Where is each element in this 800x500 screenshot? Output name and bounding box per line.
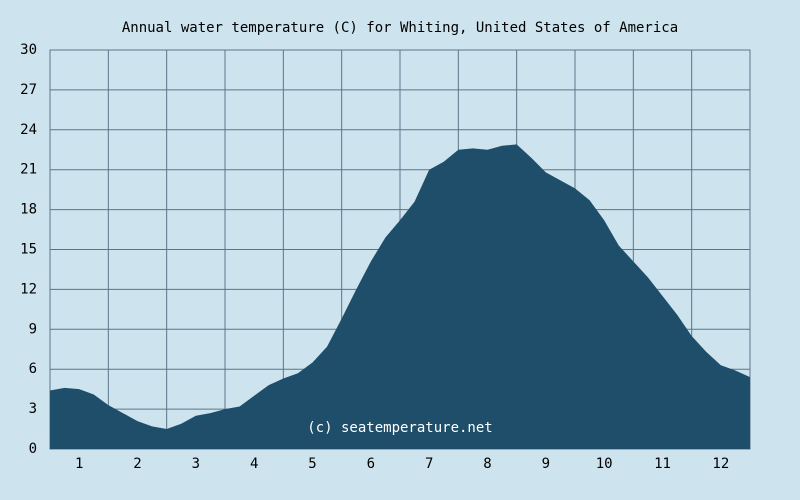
annotation: (c) seatemperature.net (307, 420, 492, 436)
x-tick-label: 8 (483, 456, 491, 472)
chart-title: Annual water temperature (C) for Whiting… (122, 20, 678, 36)
x-tick-label: 11 (654, 456, 671, 472)
area (50, 144, 750, 449)
x-tick-label: 7 (425, 456, 433, 472)
y-tick-label: 27 (20, 82, 37, 98)
y-tick-label: 24 (20, 122, 37, 138)
x-tick-label: 4 (250, 456, 258, 472)
x-tick-label: 3 (192, 456, 200, 472)
y-tick-label: 6 (29, 361, 37, 377)
x-tick-label: 12 (712, 456, 729, 472)
y-tick-label: 18 (20, 202, 37, 218)
y-tick-label: 30 (20, 42, 37, 58)
y-tick-label: 15 (20, 242, 37, 258)
x-tick-label: 6 (367, 456, 375, 472)
y-tick-label: 12 (20, 281, 37, 297)
x-tick-label: 10 (596, 456, 613, 472)
y-tick-label: 9 (29, 321, 37, 337)
x-tick-label: 1 (75, 456, 83, 472)
x-tick-label: 5 (308, 456, 316, 472)
y-tick-label: 3 (29, 401, 37, 417)
y-tick-label: 21 (20, 162, 37, 178)
y-tick-label: 0 (29, 441, 37, 457)
x-tick-label: 2 (133, 456, 141, 472)
x-tick-label: 9 (542, 456, 550, 472)
